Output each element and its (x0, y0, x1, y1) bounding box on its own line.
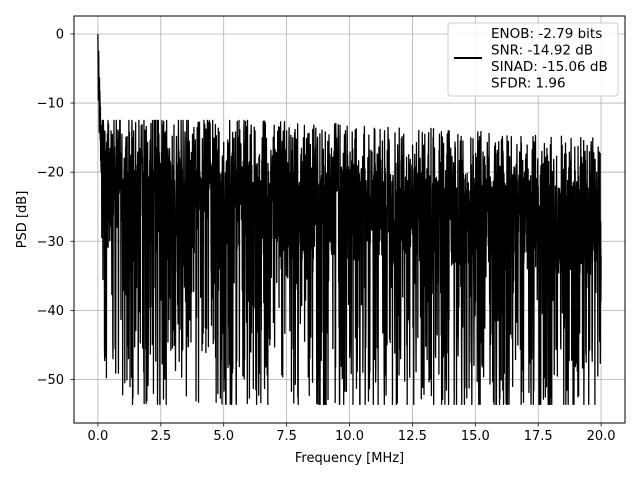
y-axis: 0 −10 −20 −30 −40 −50 (37, 27, 74, 388)
y-tick-label: −20 (37, 166, 64, 181)
x-tick-label: 17.5 (524, 429, 553, 444)
legend-entry-sfdr: SFDR: 1.96 (491, 76, 566, 92)
psd-series (97, 33, 602, 405)
y-axis-label: PSD [dB] (15, 191, 30, 249)
y-tick-label: 0 (56, 27, 64, 42)
y-tick-label: −40 (37, 304, 64, 319)
y-tick-label: −50 (37, 373, 64, 388)
legend-entry-snr: SNR: -14.92 dB (491, 43, 593, 59)
y-tick-label: −10 (37, 97, 64, 112)
x-tick-label: 5.0 (213, 429, 234, 444)
legend-entry-sinad: SINAD: -15.06 dB (491, 59, 608, 75)
x-tick-label: 2.5 (150, 429, 171, 444)
x-tick-label: 20.0 (587, 429, 616, 444)
legend-box (447, 22, 619, 97)
y-tick-label: −30 (37, 235, 64, 250)
x-tick-label: 0.0 (88, 429, 109, 444)
x-tick-label: 10.0 (335, 429, 364, 444)
x-tick-label: 12.5 (398, 429, 427, 444)
x-axis-label: Frequency [MHz] (295, 451, 404, 466)
x-tick-label: 15.0 (461, 429, 490, 444)
legend-entry-enob: ENOB: -2.79 bits (491, 26, 602, 42)
x-axis: 0.0 2.5 5.0 7.5 10.0 12.5 15.0 17.5 20.0 (88, 423, 616, 444)
x-tick-label: 7.5 (276, 429, 297, 444)
legend: ENOB: -2.79 bits SNR: -14.92 dB SINAD: -… (447, 22, 619, 97)
psd-series-line (97, 33, 602, 405)
